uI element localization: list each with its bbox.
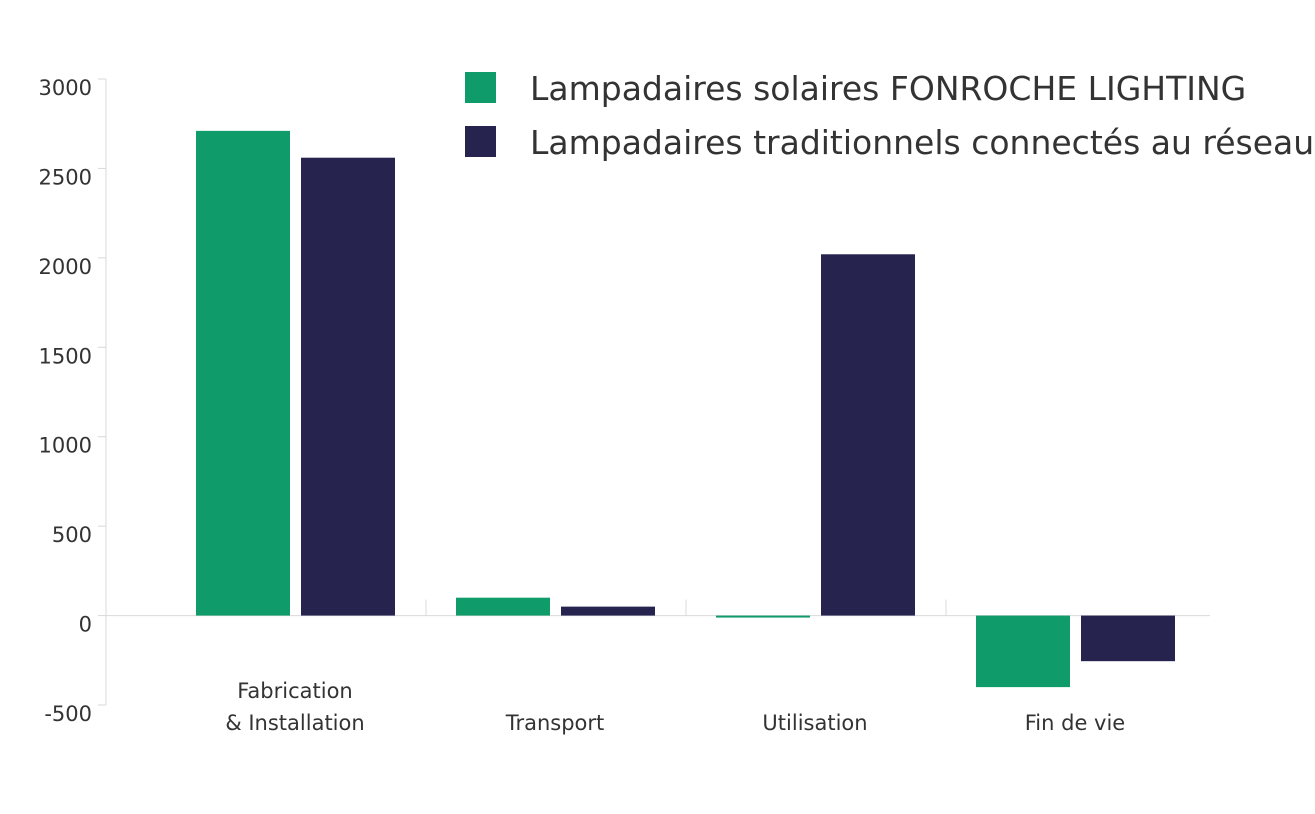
legend-label: Lampadaires traditionnels connectés au r… [530, 123, 1314, 162]
x-category-label: Fin de vie [1025, 711, 1125, 735]
x-category-label: Fabrication [237, 679, 352, 703]
category-labels: Fabrication & Installation Transport Utilis… [225, 679, 1125, 735]
bar-traditional [301, 157, 395, 616]
y-tick-label: 0 [79, 613, 92, 637]
y-tick-label: 2000 [39, 255, 92, 279]
y-tick-label: 3000 [39, 76, 92, 100]
bar-traditional [561, 606, 655, 616]
x-category-label: & Installation [225, 711, 364, 735]
y-tick-label: 500 [52, 523, 92, 547]
bar-solar [196, 130, 290, 616]
legend-label: Lampadaires solaires FONROCHE LIGHTING [530, 69, 1246, 108]
bar-solar [716, 615, 810, 618]
bar-solar [976, 615, 1070, 688]
y-tick-label: 1500 [39, 344, 92, 368]
bar-solar [456, 597, 550, 616]
y-tick-label: -500 [44, 702, 92, 726]
y-tick-label: 1000 [39, 434, 92, 458]
x-category-label: Utilisation [762, 711, 867, 735]
legend-swatch [465, 126, 496, 157]
bar-traditional [1081, 615, 1175, 662]
x-category-label: Transport [505, 711, 605, 735]
bars [196, 130, 1175, 688]
legend-swatch [465, 72, 496, 103]
bar-traditional [821, 254, 915, 616]
y-axis: -500 0 500 1000 1500 2000 2500 3000 [39, 76, 107, 726]
y-tick-label: 2500 [39, 165, 92, 189]
legend: Lampadaires solaires FONROCHE LIGHTING La… [465, 69, 1314, 162]
